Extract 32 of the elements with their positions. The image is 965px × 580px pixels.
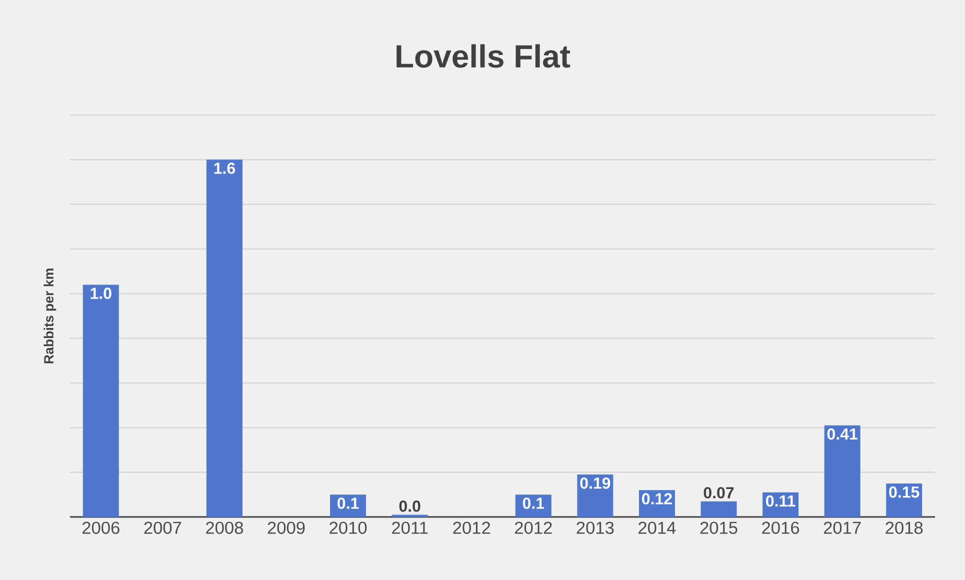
chart-title: Lovells Flat (396, 44, 570, 68)
x-tick-label: 2006 (82, 522, 120, 534)
x-tick-label: 2016 (762, 522, 800, 534)
x-tick-label: 2013 (576, 522, 614, 534)
data-label: 0.19 (580, 477, 610, 489)
bar (577, 474, 614, 517)
bar (700, 501, 737, 517)
data-label: 0.1 (522, 498, 544, 509)
data-label: 0.1 (338, 498, 359, 509)
data-label: 0.41 (827, 428, 858, 440)
data-label: 1.6 (214, 162, 236, 174)
x-tick-label: 2009 (268, 522, 305, 534)
x-tick-label: 2015 (700, 522, 738, 534)
x-tick-label: 2011 (392, 522, 428, 534)
x-tick-label: 2014 (638, 522, 676, 534)
x-tick-label: 2018 (886, 522, 923, 534)
bar (82, 284, 119, 517)
x-tick-label: 2010 (330, 522, 367, 534)
data-label: 0.12 (642, 493, 672, 504)
data-label: 0.07 (704, 487, 734, 498)
bar (206, 160, 242, 517)
data-label: 1.0 (90, 288, 112, 299)
data-label: 0.11 (766, 495, 796, 507)
x-tick-label: 2012 (453, 522, 490, 534)
x-tick-label: 2007 (144, 522, 182, 534)
y-axis-title: Rabbits per km (44, 268, 56, 364)
x-tick-label: 2017 (824, 522, 861, 534)
bar (824, 425, 860, 517)
x-tick-label: 2012 (514, 522, 552, 534)
x-tick-label: 2008 (206, 522, 243, 534)
data-label: 0.15 (889, 486, 920, 498)
data-label: 0.0 (399, 500, 420, 512)
